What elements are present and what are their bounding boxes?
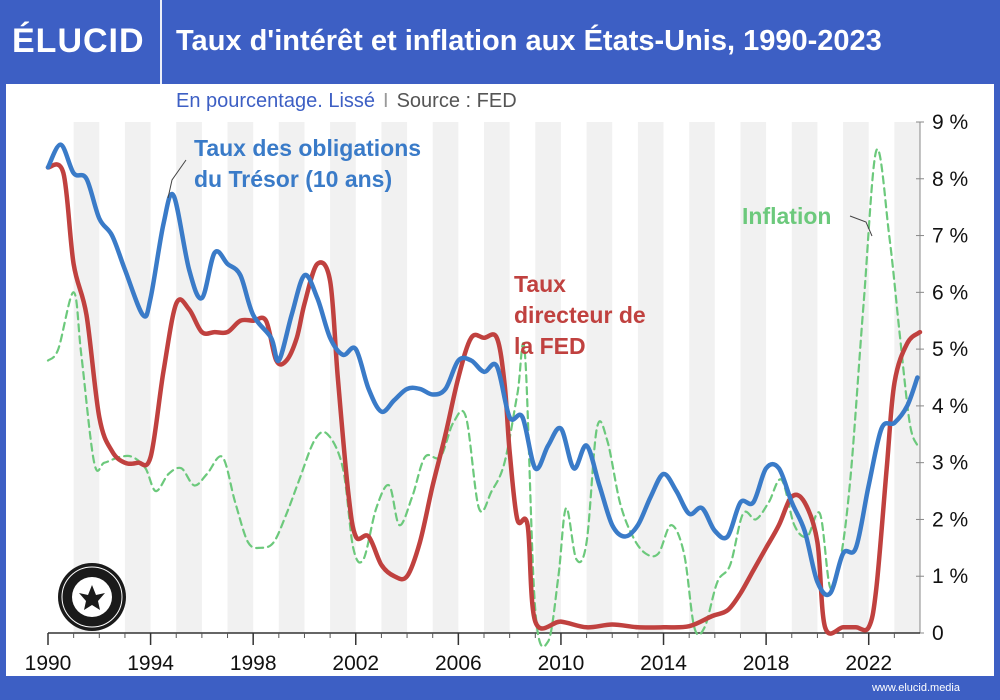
x-tick-label: 2018: [743, 652, 790, 675]
year-band: [227, 122, 254, 633]
y-tick-label: 4 %: [932, 395, 968, 418]
year-band: [330, 122, 356, 633]
x-tick-label: 1998: [230, 652, 277, 675]
series-label-inflation: Inflation: [742, 203, 831, 229]
x-tick-label: 2022: [845, 652, 892, 675]
x-tick-label: 2014: [640, 652, 687, 675]
year-band: [637, 122, 664, 633]
year-band: [278, 122, 305, 633]
year-band: [740, 122, 767, 633]
federal-reserve-seal-icon: [58, 563, 126, 631]
year-band: [689, 122, 715, 633]
y-tick-label: 8 %: [932, 168, 968, 191]
series-line-fed-rate: [45, 162, 923, 636]
header-divider: [160, 0, 162, 84]
annotation-leader-line: [167, 159, 187, 199]
year-band: [381, 122, 408, 633]
footer-url: www.elucid.media: [871, 682, 960, 694]
year-band: [535, 122, 561, 633]
source-label: Source : FED: [396, 90, 517, 112]
y-tick-label: 9 %: [932, 111, 968, 134]
year-band: [791, 122, 818, 633]
y-tick-label: 0: [932, 622, 944, 645]
chart-title: Taux d'intérêt et inflation aux États-Un…: [176, 25, 882, 57]
y-tick-label: 3 %: [932, 452, 968, 475]
x-tick-label: 2010: [538, 652, 585, 675]
chart-subtitle: En pourcentage. Lissé I Source : FED: [176, 88, 517, 114]
year-band: [432, 122, 459, 633]
y-tick-label: 6 %: [932, 281, 968, 304]
series-label-fed-rate: Taux directeur de la FED: [514, 271, 646, 359]
year-band: [176, 122, 202, 633]
brand-logo: ÉLUCID: [12, 22, 145, 60]
x-tick-label: 1994: [127, 652, 174, 675]
series-label-treasury: Taux des obligations du Trésor (10 ans): [194, 135, 421, 192]
y-tick-label: 2 %: [932, 508, 968, 531]
series-line-inflation: [46, 148, 919, 648]
series-line-treasury: [45, 142, 920, 598]
subtitle-separator: I: [383, 90, 389, 112]
year-band: [586, 122, 613, 633]
header-bar: ÉLUCID Taux d'intérêt et inflation aux É…: [0, 0, 1000, 84]
annotation-leader-line: [849, 215, 873, 237]
year-band: [843, 122, 869, 633]
y-tick-label: 5 %: [932, 338, 968, 361]
subtitle-text: En pourcentage. Lissé: [176, 90, 376, 112]
y-tick-label: 7 %: [932, 225, 968, 248]
x-tick-label: 2002: [332, 652, 379, 675]
year-band: [124, 122, 151, 633]
x-tick-label: 1990: [25, 652, 72, 675]
y-tick-label: 1 %: [932, 565, 968, 588]
x-tick-label: 2006: [435, 652, 482, 675]
